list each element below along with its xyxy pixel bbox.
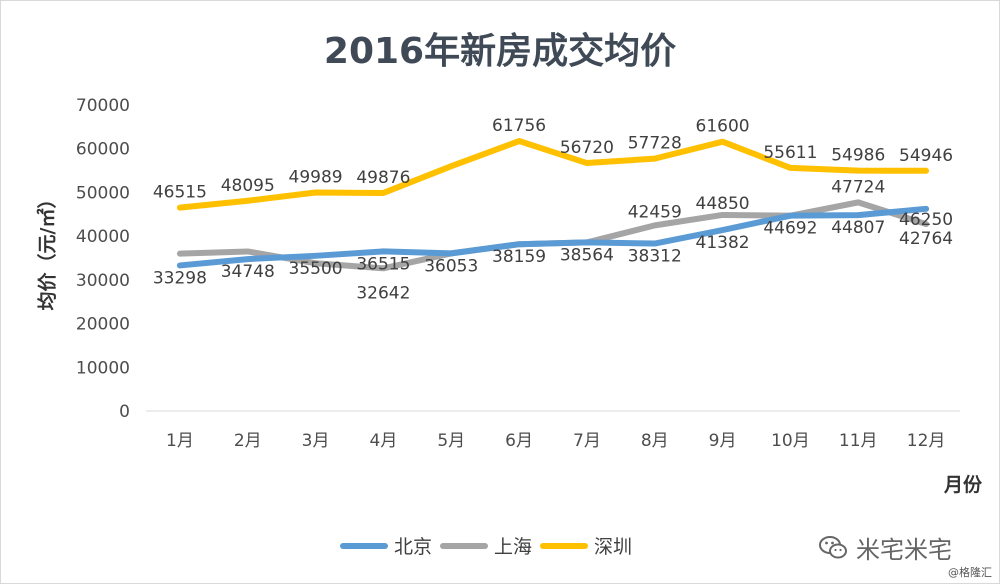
series-line-深圳: [176, 138, 930, 211]
legend-item-shenzhen: 深圳: [540, 532, 632, 559]
x-tick-label: 9月: [709, 431, 737, 451]
x-tick-label: 4月: [370, 431, 398, 451]
y-tick-label: 30000: [76, 271, 130, 291]
x-tick-label: 3月: [302, 431, 330, 451]
x-tick-label: 5月: [437, 431, 465, 451]
data-label: 54986: [831, 146, 885, 166]
x-tick-label: 6月: [505, 431, 533, 451]
data-label: 55611: [763, 143, 817, 163]
data-label: 42459: [628, 202, 682, 222]
legend-item-shanghai: 上海: [440, 532, 532, 559]
y-tick-label: 70000: [76, 96, 130, 116]
data-label: 38312: [628, 247, 682, 267]
data-label: 33298: [153, 268, 207, 288]
data-label: 46515: [153, 183, 207, 203]
data-label: 47724: [831, 177, 885, 197]
data-label: 41382: [696, 233, 750, 253]
data-label: 57728: [628, 134, 682, 154]
data-label: 38159: [492, 247, 546, 267]
data-label: 36053: [424, 256, 478, 276]
data-label: 38564: [560, 245, 614, 265]
data-label: 46250: [899, 210, 953, 230]
legend-swatch-shenzhen: [540, 542, 589, 549]
data-label: 34748: [221, 262, 275, 282]
legend-swatch-shanghai: [440, 542, 489, 549]
x-tick-label: 1月: [166, 431, 194, 451]
data-label: 35500: [289, 259, 343, 279]
chart-title: 2016年新房成交均价: [323, 31, 677, 72]
data-label: 32642: [356, 283, 410, 303]
data-label: 61600: [696, 117, 750, 137]
legend: 北京 上海 深圳: [340, 532, 640, 559]
x-tick-label: 11月: [839, 431, 878, 451]
y-tick-label: 60000: [76, 140, 130, 160]
x-tick-label: 12月: [907, 431, 946, 451]
legend-label-shenzhen: 深圳: [594, 536, 633, 558]
legend-swatch-beijing: [340, 542, 388, 549]
watermark: 米宅米宅: [818, 530, 952, 565]
legend-label-beijing: 北京: [394, 536, 433, 558]
x-tick-label: 7月: [573, 431, 601, 451]
data-label: 61756: [492, 116, 546, 136]
data-label: 56720: [560, 138, 614, 158]
x-axis-label: 月份: [943, 474, 982, 496]
data-label: 49989: [289, 167, 343, 187]
data-label: 54946: [899, 146, 953, 166]
legend-label-shanghai: 上海: [494, 536, 533, 558]
data-label: 44692: [763, 219, 817, 239]
watermark-text: 米宅米宅: [856, 536, 952, 564]
series-line-北京: [176, 205, 930, 269]
data-label: 44807: [831, 218, 885, 238]
data-label: 44850: [696, 194, 750, 214]
x-tick-label: 2月: [234, 431, 262, 451]
y-tick-label: 20000: [76, 315, 130, 335]
wechat-icon: [819, 535, 847, 558]
x-tick-label: 10月: [771, 431, 810, 451]
data-label: 49876: [356, 168, 410, 188]
data-label: 36515: [356, 254, 410, 274]
x-tick-label: 8月: [641, 431, 669, 451]
data-label: 48095: [221, 176, 275, 196]
y-tick-label: 10000: [76, 358, 130, 378]
legend-item-beijing: 北京: [340, 532, 432, 559]
credit-text: @格隆汇: [948, 566, 992, 579]
data-label: 42764: [899, 229, 953, 249]
y-tick-label: 0: [119, 402, 130, 422]
y-tick-label: 50000: [76, 183, 130, 203]
y-tick-label: 40000: [76, 227, 130, 247]
